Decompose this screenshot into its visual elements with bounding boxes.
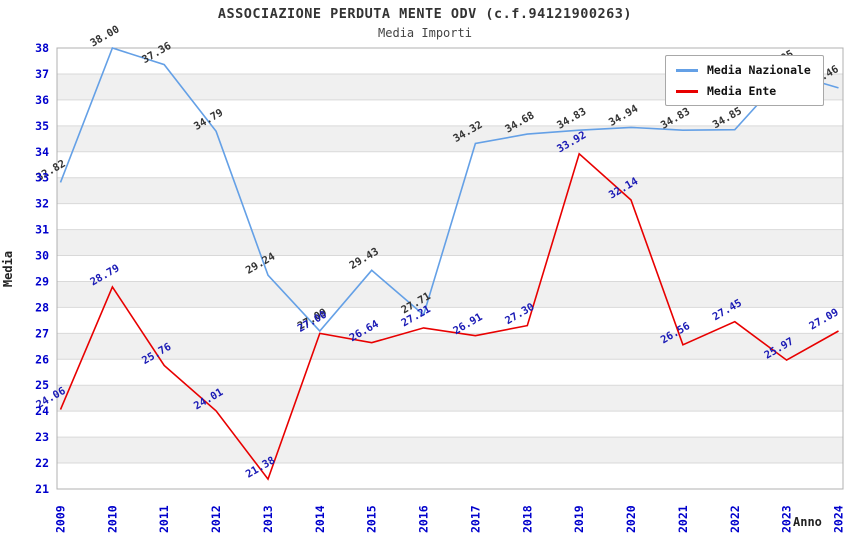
- grid-band: [57, 229, 843, 256]
- x-tick-label: 2019: [572, 505, 586, 533]
- y-tick-label: 26: [35, 352, 49, 366]
- grid-band: [57, 281, 843, 308]
- legend-item-media-nazionale: Media Nazionale: [676, 63, 811, 77]
- data-label: 27.09: [807, 306, 840, 332]
- y-tick-label: 35: [35, 119, 49, 133]
- chart-title: ASSOCIAZIONE PERDUTA MENTE ODV (c.f.9412…: [217, 6, 633, 22]
- x-tick-label: 2011: [157, 505, 171, 533]
- x-tick-label: 2021: [676, 505, 690, 533]
- plot-frame: [56, 47, 844, 490]
- legend-label: Media Ente: [707, 84, 777, 98]
- line-swatch-icon: [676, 68, 698, 72]
- y-tick-label: 37: [35, 67, 49, 81]
- y-tick-label: 28: [35, 300, 49, 314]
- x-tick-label: 2009: [54, 505, 68, 533]
- x-tick-label: 2015: [365, 505, 379, 533]
- y-tick-label: 33: [35, 171, 49, 185]
- x-tick-label: 2020: [624, 505, 638, 533]
- grid-band: [57, 437, 843, 464]
- x-tick-label: 2017: [468, 505, 482, 533]
- x-tick-label: 2014: [313, 505, 327, 533]
- series-line-media-ente: [59, 152, 839, 481]
- y-tick-label: 22: [35, 456, 49, 470]
- y-tick-label: 29: [35, 275, 49, 289]
- line-swatch-icon: [676, 89, 698, 93]
- series-line-media-nazionale: [59, 47, 839, 333]
- legend-item-media-ente: Media Ente: [676, 84, 811, 98]
- y-tick-label: 25: [35, 378, 49, 392]
- y-tick-label: 21: [35, 482, 49, 496]
- x-axis-title: Anno: [793, 515, 822, 529]
- x-tick-label: 2022: [728, 505, 742, 533]
- y-tick-label: 38: [35, 41, 49, 55]
- y-tick-label: 27: [35, 326, 49, 340]
- y-tick-label: 30: [35, 249, 49, 263]
- y-tick-label: 31: [35, 223, 49, 237]
- y-tick-label: 32: [35, 197, 49, 211]
- x-tick-label: 2010: [105, 505, 119, 533]
- x-tick-label: 2016: [417, 505, 431, 533]
- legend-label: Media Nazionale: [707, 63, 811, 77]
- grid-band: [57, 177, 843, 204]
- x-tick-label: 2012: [209, 505, 223, 533]
- y-tick-label: 36: [35, 93, 49, 107]
- y-tick-label: 23: [35, 430, 49, 444]
- data-label: 34.94: [607, 103, 640, 129]
- legend: Media Nazionale Media Ente: [665, 55, 824, 106]
- y-tick-label: 24: [35, 404, 49, 418]
- x-tick-label: 2013: [261, 505, 275, 533]
- chart-subtitle: Media Importi: [378, 26, 472, 40]
- y-tick-label: 34: [35, 145, 49, 159]
- x-tick-label: 2023: [780, 505, 794, 533]
- grid-band: [57, 333, 843, 360]
- y-axis-title: Media: [1, 250, 15, 288]
- x-tick-label: 2024: [832, 505, 846, 533]
- x-tick-label: 2018: [520, 505, 534, 533]
- grid-band: [57, 385, 843, 412]
